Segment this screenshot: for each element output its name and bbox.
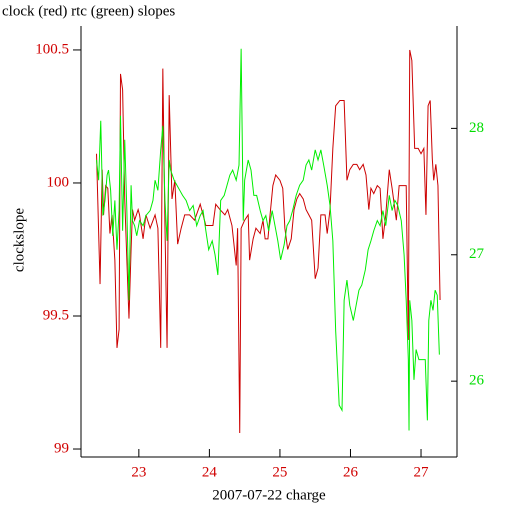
- x-tick-label: 25: [272, 464, 287, 480]
- y2-tick-label: 26: [469, 373, 485, 389]
- y2-tick-label: 28: [469, 120, 484, 136]
- x-tick-label: 24: [202, 464, 218, 480]
- y-axis-label: clockslope: [11, 208, 27, 272]
- x-tick-label: 27: [414, 464, 430, 480]
- x-tick-label: 23: [131, 464, 146, 480]
- y2-tick-label: 27: [469, 246, 485, 262]
- y-tick-label: 99: [54, 440, 69, 456]
- x-axis-label: 2007-07-22 charge: [212, 487, 326, 503]
- series-line: [96, 49, 441, 434]
- series-line: [96, 48, 440, 431]
- y-tick-label: 100: [47, 174, 70, 190]
- x-tick-label: 26: [343, 464, 359, 480]
- y-tick-label: 100.5: [35, 41, 69, 57]
- chart-title: clock (red) rtc (green) slopes: [2, 3, 175, 19]
- y-tick-label: 99.5: [43, 307, 69, 323]
